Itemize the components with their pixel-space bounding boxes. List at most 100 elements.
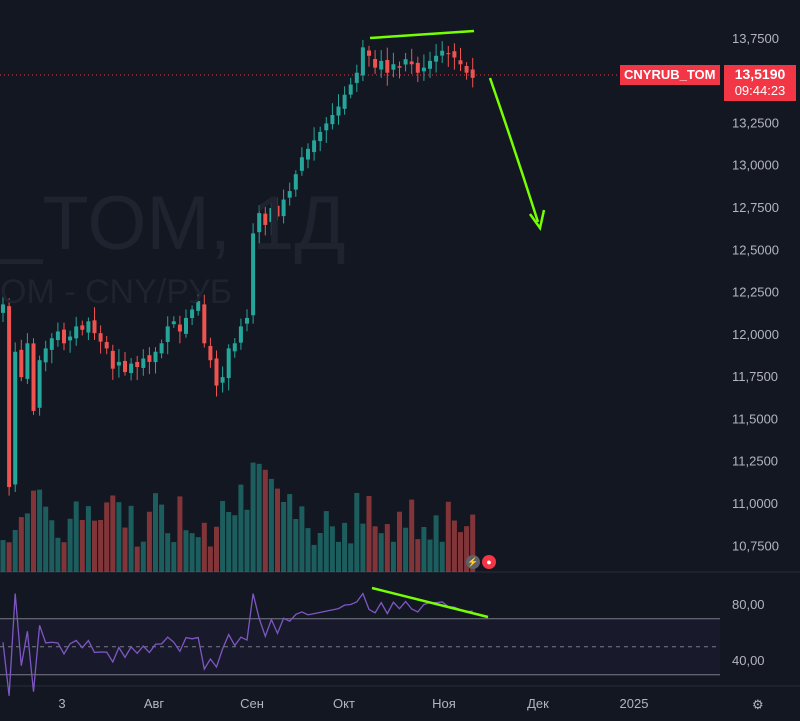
symbol-tag[interactable]: CNYRUB_TOM (620, 65, 720, 85)
candle-body (421, 67, 426, 72)
volume-bar (49, 520, 55, 572)
volume-bar (0, 540, 6, 572)
candle-body (68, 336, 73, 341)
price-tick-label: 12,5000 (732, 242, 779, 257)
volume-bar (397, 511, 402, 572)
candle-body (306, 148, 310, 160)
candle-body (257, 213, 262, 233)
candle-body (452, 51, 457, 58)
symbol-watermark: _TOM, 1Д (0, 181, 346, 266)
candle-body (74, 326, 79, 339)
volume-bar (153, 493, 158, 572)
candle-body (312, 140, 317, 153)
volume-bar (195, 537, 201, 572)
volume-bar (348, 543, 354, 572)
candle-body (19, 349, 24, 378)
volume-bar (262, 469, 268, 572)
time-tick-label: Дек (527, 696, 549, 711)
candle-body (403, 59, 408, 65)
volume-bar (122, 527, 128, 572)
alert-icon[interactable]: ● (482, 555, 496, 569)
price-tick-label: 12,7500 (732, 200, 779, 215)
volume-bar (79, 519, 85, 572)
candle-body (141, 358, 146, 368)
volume-bar (67, 518, 73, 572)
candle-body (116, 361, 121, 366)
volume-bar (31, 490, 36, 572)
time-tick-label: Сен (240, 696, 264, 711)
candle-body (379, 60, 384, 70)
volume-bar (128, 505, 134, 572)
candle-body (245, 317, 249, 324)
volume-bar (329, 526, 335, 572)
volume-bar (98, 519, 104, 572)
volume-bar (451, 520, 457, 572)
volume-bar (287, 494, 293, 572)
volume-bar (85, 506, 91, 572)
candle-body (367, 50, 371, 56)
candle-body (434, 55, 439, 62)
settings-icon[interactable]: ⚙ (752, 697, 764, 712)
price-tick-label: 12,2500 (732, 285, 779, 300)
time-tick-label: Авг (144, 696, 165, 711)
volume-bar (159, 504, 165, 572)
candle-body (13, 351, 18, 485)
volume-bar (220, 500, 226, 572)
volume-bar (61, 542, 67, 572)
candle-body (226, 348, 231, 379)
volume-bar (439, 541, 445, 572)
price-tick-label: 10,7500 (732, 538, 779, 553)
candle-body (49, 338, 54, 350)
volume-bar (18, 517, 24, 572)
candle-body (86, 321, 91, 333)
candle-body (373, 58, 378, 68)
volume-bar (201, 522, 207, 572)
candle-body (269, 208, 274, 223)
candle-body (342, 94, 347, 109)
candle-body (263, 213, 268, 225)
candle-body (202, 304, 207, 344)
volume-bar (366, 495, 372, 572)
volume-bar (409, 499, 415, 572)
price-tick-label: 11,0000 (732, 496, 778, 511)
volume-bar (6, 542, 12, 572)
candle-body (43, 348, 48, 363)
volume-bar (140, 541, 146, 572)
volume-bar (427, 539, 433, 572)
price-tick-label: 11,2500 (732, 454, 778, 469)
description-watermark: OM - CNY/РУБ (0, 273, 233, 311)
lightning-icon[interactable]: ⚡ (466, 555, 480, 569)
candle-body (293, 174, 298, 190)
price-tick-label: 11,7500 (732, 369, 778, 384)
volume-bar (360, 523, 366, 572)
volume-bar (238, 484, 244, 572)
rsi-tick-label: 40,00 (732, 653, 765, 668)
volume-bar (470, 514, 476, 572)
volume-bar (73, 501, 79, 572)
volume-bar (342, 522, 348, 572)
candle-body (153, 351, 158, 363)
price-tick-label: 13,7500 (732, 31, 779, 46)
time-tick-label: 3 (58, 696, 65, 711)
volume-bar (378, 533, 384, 572)
candle-body (318, 131, 323, 142)
volume-bar (189, 533, 195, 572)
candle-body (409, 61, 414, 65)
candle-body (208, 345, 213, 361)
candle-body (360, 47, 365, 76)
candle-body (184, 317, 188, 334)
volume-bar (104, 502, 110, 572)
volume-bar (165, 533, 171, 572)
volume-bar (116, 502, 122, 572)
candle-body (397, 66, 402, 68)
candle-body (129, 363, 134, 374)
volume-bar (146, 511, 152, 572)
volume-bar (37, 489, 43, 572)
candle-body (324, 123, 329, 131)
price-tick-label: 13,2500 (732, 115, 779, 130)
candle-body (123, 360, 127, 373)
candle-body (92, 320, 97, 334)
bar-countdown: 09:44:23 (734, 83, 786, 98)
price-tick-label: 13,0000 (732, 158, 779, 173)
